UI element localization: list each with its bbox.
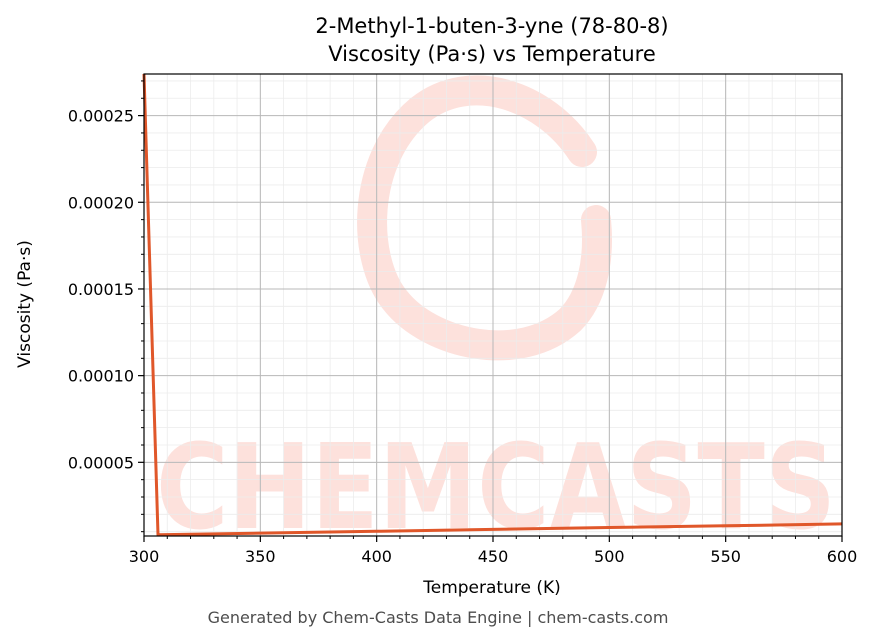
watermark-text: CHEMCASTS [156,418,836,556]
axis-ticks: 300 350 400 450 500 550 600 0.00005 0.00010 0.000… [68,80,858,566]
footer-credit: Generated by Chem-Casts Data Engine | ch… [207,608,669,627]
series-layer [142,73,843,537]
x-tick-label: 600 [827,547,858,566]
x-tick-label: 300 [129,547,160,566]
series-line [142,73,843,537]
y-tick-label: 0.00005 [68,453,134,472]
chart-title-line-1: 2-Methyl-1-buten-3-yne (78-80-8) [315,14,668,38]
x-tick-label: 400 [361,547,392,566]
y-tick-label: 0.00020 [68,193,134,212]
chart-title-line-2: Viscosity (Pa·s) vs Temperature [328,42,656,66]
x-tick-label: 450 [478,547,509,566]
x-axis-label: Temperature (K) [422,578,561,598]
y-tick-label: 0.00015 [68,280,134,299]
y-axis-label: Viscosity (Pa·s) [15,240,35,368]
x-tick-label: 550 [710,547,741,566]
watermark-logo [357,75,612,361]
x-tick-label: 350 [245,547,276,566]
y-tick-label: 0.00025 [68,107,134,126]
y-tick-label: 0.00010 [68,367,134,386]
x-tick-label: 500 [594,547,625,566]
watermark: CHEMCASTS [156,75,836,556]
